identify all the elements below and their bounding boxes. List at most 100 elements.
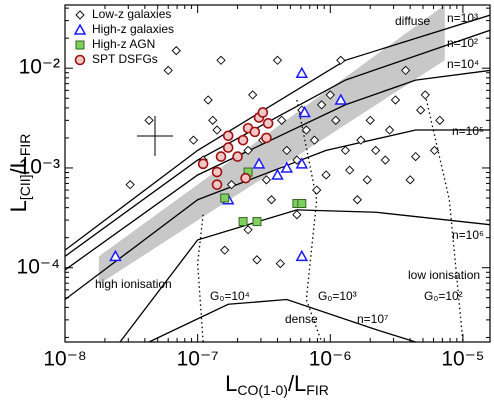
- marker-square: [220, 193, 230, 203]
- marker-diamond: [275, 258, 285, 269]
- annotation: diffuse: [395, 14, 430, 28]
- marker-diamond: [356, 135, 366, 145]
- marker-circle: [222, 142, 234, 153]
- x-tick-label: 10⁻⁶: [309, 348, 352, 371]
- model-curve: [148, 298, 416, 342]
- marker-circle: [232, 151, 243, 162]
- marker-diamond: [277, 115, 287, 125]
- marker-diamond: [390, 95, 401, 105]
- annotation: n=10⁴: [447, 57, 479, 71]
- marker-diamond: [216, 55, 226, 65]
- annotation: n=10⁵: [452, 124, 484, 138]
- marker-diamond: [331, 115, 341, 125]
- model-curve: [196, 214, 204, 342]
- legend-label: Low-z galaxies: [92, 7, 171, 21]
- marker-triangle: [271, 168, 284, 180]
- annotation: high ionisation: [95, 277, 172, 291]
- marker-diamond: [203, 95, 213, 105]
- marker-diamond: [352, 195, 362, 205]
- marker-diamond: [325, 90, 335, 100]
- y-label-part: FIR: [17, 134, 33, 157]
- y-label-part: /L: [6, 156, 31, 174]
- marker-circle: [262, 118, 274, 129]
- marker-circle: [261, 132, 272, 144]
- marker-triangle: [73, 23, 87, 35]
- marker-triangle: [109, 249, 122, 262]
- marker-diamond: [171, 45, 181, 56]
- model-curve: [65, 129, 490, 301]
- marker-diamond: [312, 185, 322, 195]
- marker-triangle: [280, 161, 294, 173]
- y-label-part: L: [6, 200, 31, 212]
- marker-diamond: [309, 135, 320, 145]
- marker-circle: [211, 166, 223, 178]
- marker-diamond: [261, 175, 272, 185]
- marker-diamond: [243, 145, 253, 156]
- model-curve: [296, 99, 323, 342]
- marker-diamond: [266, 195, 277, 205]
- marker-diamond: [316, 100, 327, 110]
- x-tick-label: 10⁻⁵: [441, 348, 484, 371]
- annotation: n=10³: [447, 11, 478, 25]
- model-band: [98, 5, 445, 285]
- marker-square: [238, 217, 248, 227]
- x-tick-label: 10⁻⁷: [177, 348, 219, 371]
- marker-diamond: [252, 255, 262, 265]
- model-curve: [65, 69, 490, 271]
- marker-diamond: [144, 115, 154, 125]
- marker-diamond: [345, 165, 355, 175]
- marker-diamond: [292, 210, 302, 220]
- marker-square: [252, 217, 262, 227]
- marker-triangle: [295, 157, 309, 169]
- marker-triangle: [334, 93, 348, 105]
- marker-diamond: [75, 10, 85, 20]
- y-tick-label: 10⁻²: [19, 56, 60, 79]
- y-tick-label: 10⁻³: [19, 155, 60, 178]
- x-label-part: L: [225, 371, 237, 396]
- marker-diamond: [336, 55, 346, 65]
- marker-circle: [197, 158, 209, 170]
- annotation: low ionisation: [408, 268, 480, 282]
- plot-area: [65, 5, 490, 342]
- x-label-part: CO(1-0): [237, 382, 288, 398]
- marker-diamond: [435, 115, 445, 125]
- marker-diamond: [340, 145, 351, 156]
- marker-diamond: [401, 65, 411, 76]
- legend-label: SPT DSFGs: [92, 52, 158, 66]
- marker-diamond: [282, 145, 292, 156]
- y-label-part: [CII]: [17, 175, 33, 201]
- marker-diamond: [272, 55, 283, 65]
- marker-circle: [74, 54, 86, 66]
- marker-diamond: [163, 65, 173, 76]
- marker-diamond: [125, 180, 135, 190]
- marker-diamond: [243, 225, 253, 235]
- marker-diamond: [212, 125, 222, 135]
- marker-circle: [257, 107, 269, 118]
- annotation: dense: [285, 312, 318, 326]
- y-axis-label: L[CII]/LFIR: [6, 134, 33, 213]
- annotation: n=10⁷: [357, 312, 388, 326]
- marker-square: [75, 40, 85, 50]
- marker-diamond: [371, 145, 381, 156]
- marker-circle: [240, 172, 251, 184]
- marker-diamond: [208, 115, 218, 125]
- legend-label: High-z AGN: [92, 37, 155, 51]
- x-tick-label: 10⁻⁸: [43, 348, 86, 371]
- marker-diamond: [380, 155, 390, 165]
- marker-diamond: [384, 125, 395, 135]
- typical-error: [137, 116, 173, 156]
- marker-diamond: [301, 125, 311, 135]
- marker-diamond: [292, 155, 302, 165]
- legend-label: High-z galaxies: [92, 22, 174, 36]
- x-label-part: FIR: [306, 382, 329, 398]
- marker-circle: [249, 126, 261, 138]
- marker-diamond: [188, 135, 199, 145]
- annotation: G₀=10³: [318, 289, 357, 303]
- marker-diamond: [365, 115, 375, 125]
- model-curve: [424, 94, 464, 342]
- marker-diamond: [410, 151, 421, 162]
- marker-diamond: [429, 145, 440, 156]
- annotation: G₀=10⁴: [210, 289, 250, 303]
- annotation: n=10²: [447, 36, 478, 50]
